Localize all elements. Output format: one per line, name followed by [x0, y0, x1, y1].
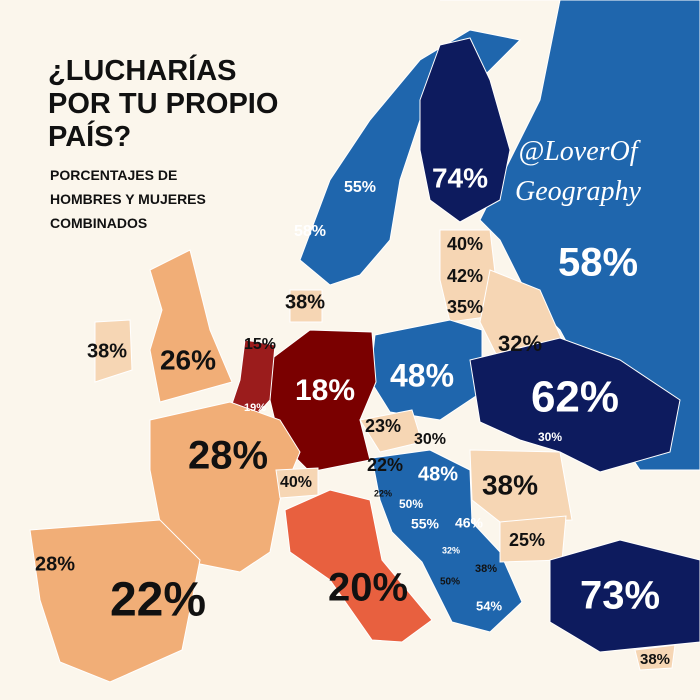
finland [419, 37, 511, 223]
region-label: 23% [365, 416, 401, 436]
region-label: 26% [160, 344, 216, 375]
region-label: 50% [399, 497, 423, 511]
iberia [29, 519, 201, 683]
attribution: Geography [515, 176, 642, 207]
subtitle-line: HOMBRES Y MUJERES [50, 191, 206, 207]
region-label: 38% [87, 340, 127, 362]
region-label: 15% [244, 336, 276, 353]
region-label: 42% [447, 266, 483, 286]
region-label: 38% [482, 469, 538, 500]
region-label: 48% [418, 463, 458, 485]
region-label: 55% [411, 516, 440, 532]
cyprus [634, 644, 676, 671]
region-label: 74% [432, 162, 488, 193]
title-line: ¿LUCHARÍAS [48, 53, 237, 87]
ireland [94, 319, 133, 383]
region-label: 40% [280, 474, 312, 491]
region-label: 25% [509, 530, 545, 550]
region-label: 73% [580, 574, 660, 618]
region-label: 38% [640, 651, 670, 668]
region-label: 22% [110, 574, 206, 627]
labels: 74% 55% 58% 58% 40% 42% 35% 32% 38% 38% 26% 15% 19% 1… [35, 162, 670, 668]
subtitle-line: PORCENTAJES DE [50, 167, 177, 183]
region-label: 38% [475, 563, 497, 575]
region-label: 50% [440, 577, 460, 588]
region-label: 40% [447, 234, 483, 254]
title-line: PAÍS? [48, 119, 131, 153]
region-label: 35% [447, 297, 483, 317]
region-label: 55% [344, 179, 376, 196]
balkans [371, 449, 523, 633]
france [149, 401, 301, 573]
region-label: 46% [455, 515, 484, 531]
uk [149, 249, 233, 403]
region-label: 62% [531, 373, 619, 422]
ukraine [469, 337, 681, 473]
switzerland [275, 467, 319, 499]
turkey [549, 539, 700, 653]
title-line: POR TU PROPIO [48, 88, 278, 120]
denmark [289, 289, 323, 323]
region-label: 38% [285, 291, 325, 313]
region-label: 58% [558, 241, 638, 285]
italy [284, 489, 433, 643]
region-label: 48% [390, 357, 454, 393]
region-label: 30% [414, 431, 446, 448]
region-label: 30% [538, 430, 562, 444]
region-label: 22% [367, 455, 403, 475]
region-label: 18% [295, 374, 355, 407]
attribution: @LoverOf [518, 136, 640, 167]
region-label: 58% [294, 223, 326, 240]
region-label: 28% [188, 434, 268, 478]
czechia [359, 409, 423, 453]
region-label: 22% [374, 488, 392, 498]
region-label: 32% [498, 331, 542, 356]
region-label: 19% [244, 402, 266, 414]
region-label: 20% [328, 566, 408, 610]
land [29, 0, 700, 683]
region-label: 32% [442, 545, 460, 555]
subtitle-line: COMBINADOS [50, 215, 147, 231]
region-label: 28% [35, 553, 75, 575]
region-label: 54% [476, 598, 502, 613]
